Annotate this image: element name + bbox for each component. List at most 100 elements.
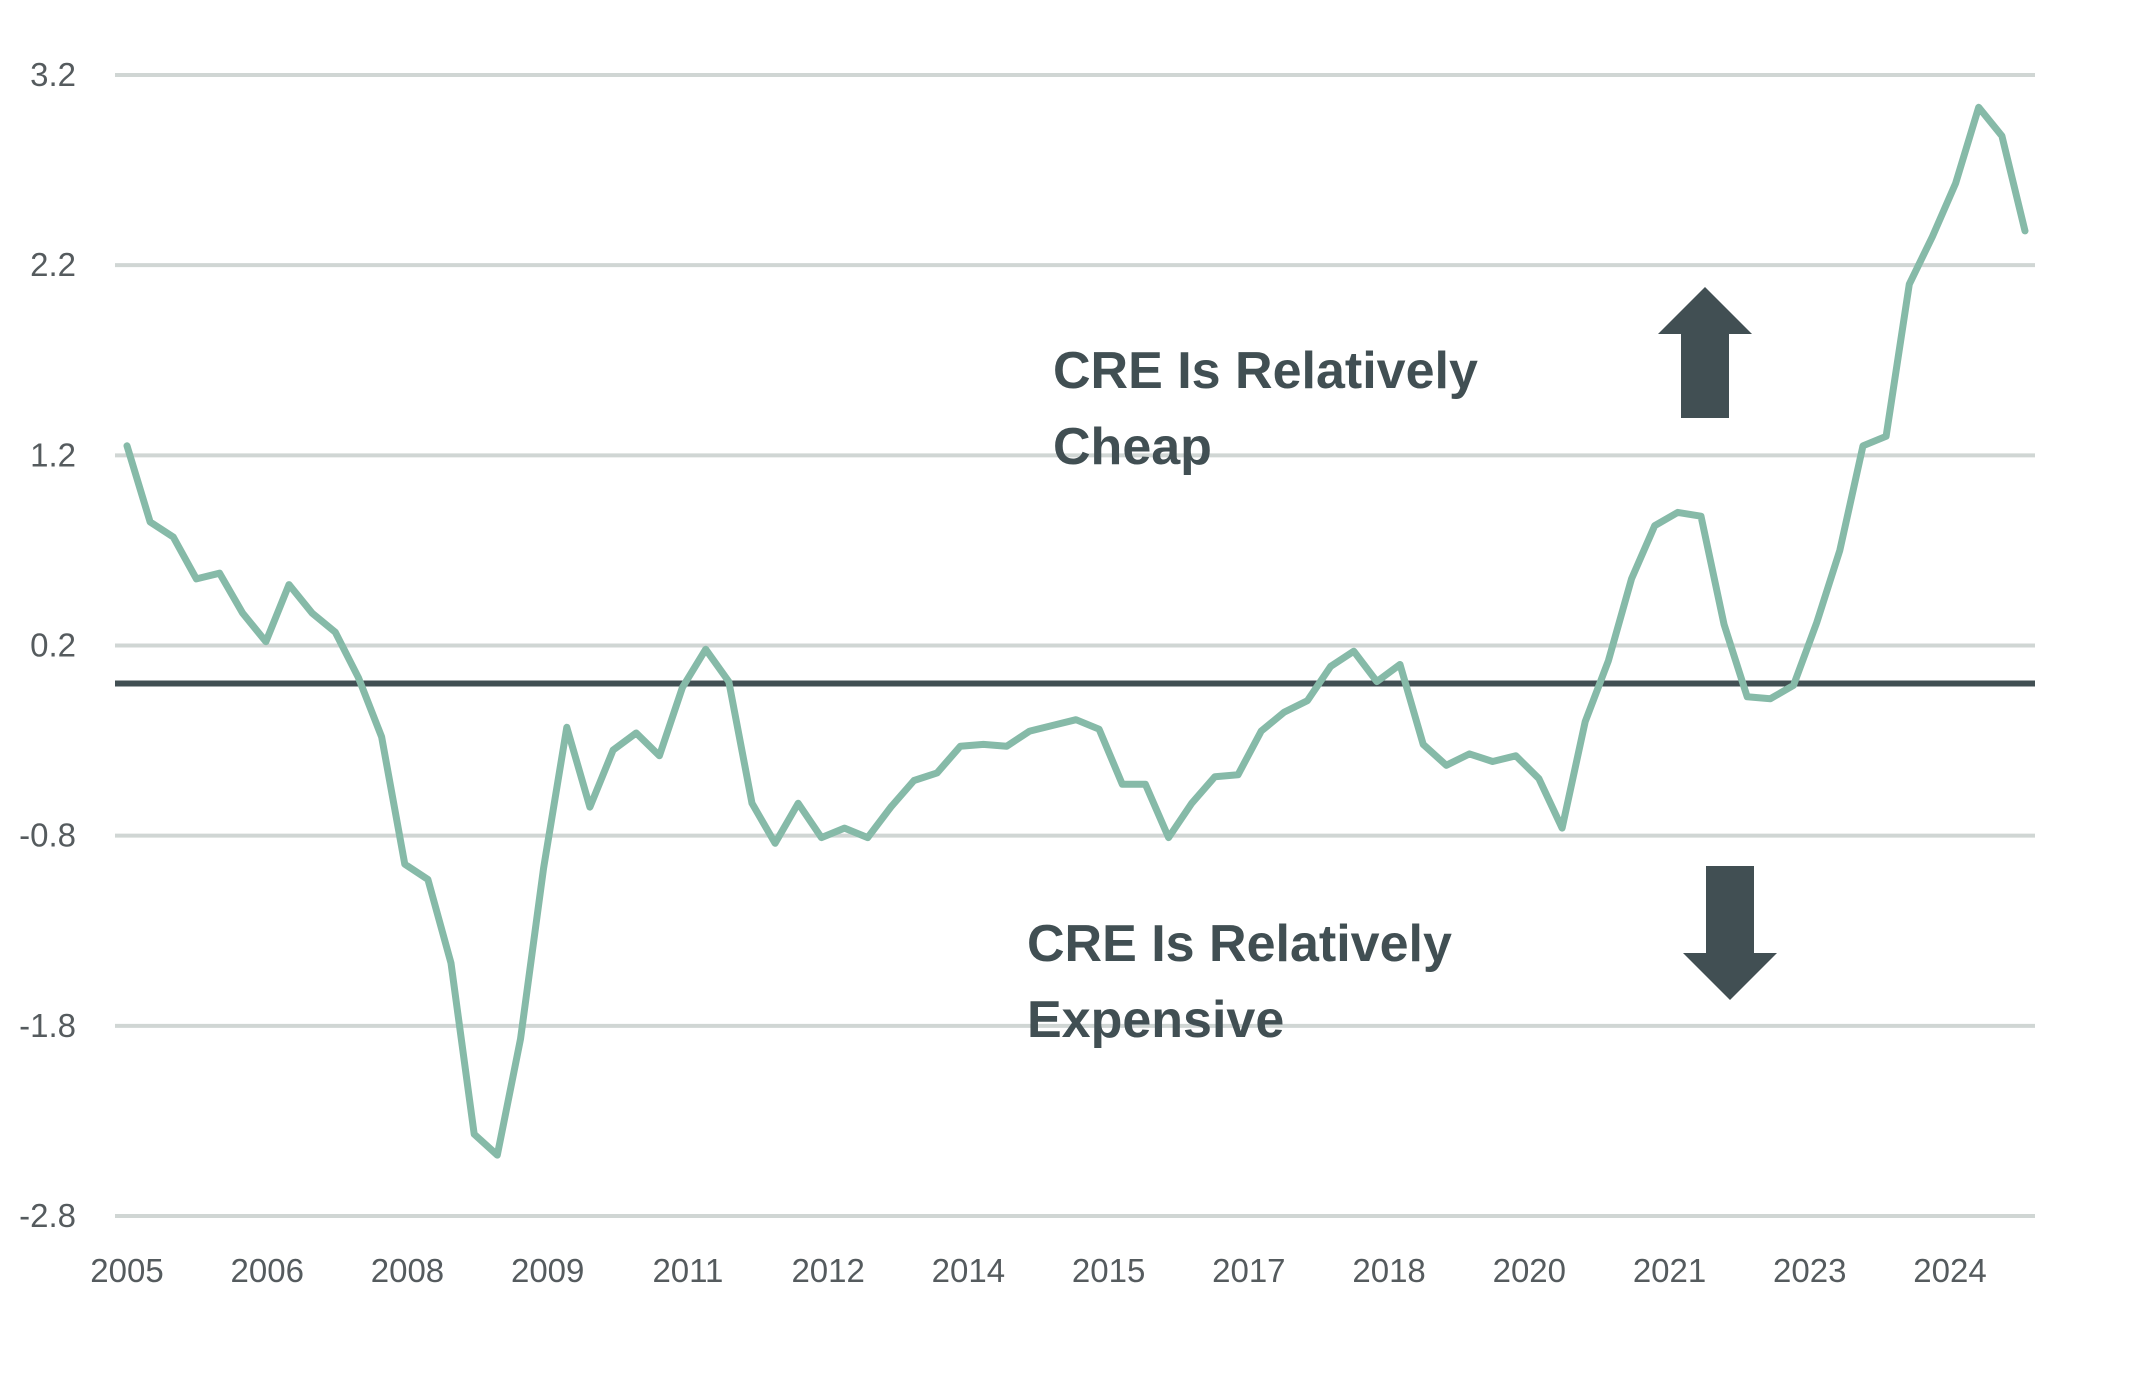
data-point [1884,434,1888,438]
series-points [125,105,2027,1157]
series-layer [123,103,2029,1159]
data-point [704,647,708,651]
x-axis-ticks: 2005 2006 2008 2009 2011 2012 2014 2015 2017 2018… [90,1252,1986,1289]
data-point [1329,664,1333,668]
x-tick-label: 2009 [511,1252,584,1289]
y-tick-label: 0.2 [30,627,76,664]
data-point [1930,235,1934,239]
data-point [1444,763,1448,767]
data-point [1606,659,1610,663]
data-point [1630,577,1634,581]
x-tick-label: 2018 [1352,1252,1425,1289]
data-point [657,754,661,758]
data-point [333,630,337,634]
data-point [1305,699,1309,703]
data-point [241,611,245,615]
data-point [727,680,731,684]
data-point [472,1132,476,1136]
data-point [912,779,916,783]
data-point [796,801,800,805]
arrow-up-icon [1658,287,1752,418]
data-point [1907,282,1911,286]
annotation-text: CRE Is Relatively [1053,342,1478,400]
data-point [356,676,360,680]
x-tick-label: 2017 [1212,1252,1285,1289]
data-point [1722,623,1726,627]
data-point [449,961,453,965]
x-tick-label: 2020 [1493,1252,1566,1289]
data-point [171,535,175,539]
x-tick-label: 2005 [90,1252,163,1289]
data-point [542,866,546,870]
y-tick-label: 3.2 [30,56,76,93]
data-point [2000,134,2004,138]
x-tick-label: 2021 [1633,1252,1706,1289]
data-point [1815,621,1819,625]
data-point [125,444,129,448]
y-tick-label: -0.8 [19,817,76,854]
data-point [1120,782,1124,786]
y-tick-label: 1.2 [30,436,76,473]
annotation-text: CRE Is Relatively [1027,915,1452,973]
data-point [611,748,615,752]
x-tick-label: 2023 [1773,1252,1846,1289]
data-point [380,735,384,739]
y-tick-label: -2.8 [19,1197,76,1234]
data-point [1745,695,1749,699]
gridlines [115,73,2035,1218]
data-point [889,805,893,809]
data-point [634,731,638,735]
annotation-text: Expensive [1027,991,1284,1049]
data-point [866,836,870,840]
data-point [1005,744,1009,748]
data-point [1282,710,1286,714]
data-point [1398,663,1402,667]
x-tick-label: 2014 [932,1252,1005,1289]
data-point [681,685,685,689]
data-point [1699,514,1703,518]
data-point [310,611,314,615]
annotation-text: Cheap [1053,418,1212,476]
data-point [565,725,569,729]
data-point [1792,683,1796,687]
x-tick-label: 2011 [652,1252,723,1289]
arrow-down-icon [1683,866,1777,1000]
y-tick-label: 2.2 [30,246,76,283]
annotations: CRE Is Relatively Cheap CRE Is Relatively E… [1027,287,1777,1049]
data-point [495,1153,499,1157]
y-tick-label: -1.8 [19,1007,76,1044]
data-point [1653,524,1657,528]
data-point [1375,680,1379,684]
data-point [1259,729,1263,733]
data-point [1028,729,1032,733]
data-point [1143,782,1147,786]
data-point [194,577,198,581]
x-tick-label: 2006 [231,1252,304,1289]
x-tick-label: 2024 [1913,1252,1986,1289]
data-point [1074,718,1078,722]
data-point [1236,773,1240,777]
data-point [1491,760,1495,764]
data-point [1213,775,1217,779]
data-point [1676,510,1680,514]
data-point [958,744,962,748]
data-point [1537,777,1541,781]
data-point [981,742,985,746]
data-point [588,805,592,809]
data-point [287,583,291,587]
data-point [1190,801,1194,805]
data-point [1352,649,1356,653]
data-point [1954,181,1958,185]
data-point [148,520,152,524]
x-tick-label: 2015 [1072,1252,1145,1289]
data-point [264,640,268,644]
data-point [773,841,777,845]
data-point [1097,727,1101,731]
data-point [2023,229,2027,233]
data-point [218,571,222,575]
data-point [1838,548,1842,552]
data-point [1768,697,1772,701]
data-point [1583,720,1587,724]
